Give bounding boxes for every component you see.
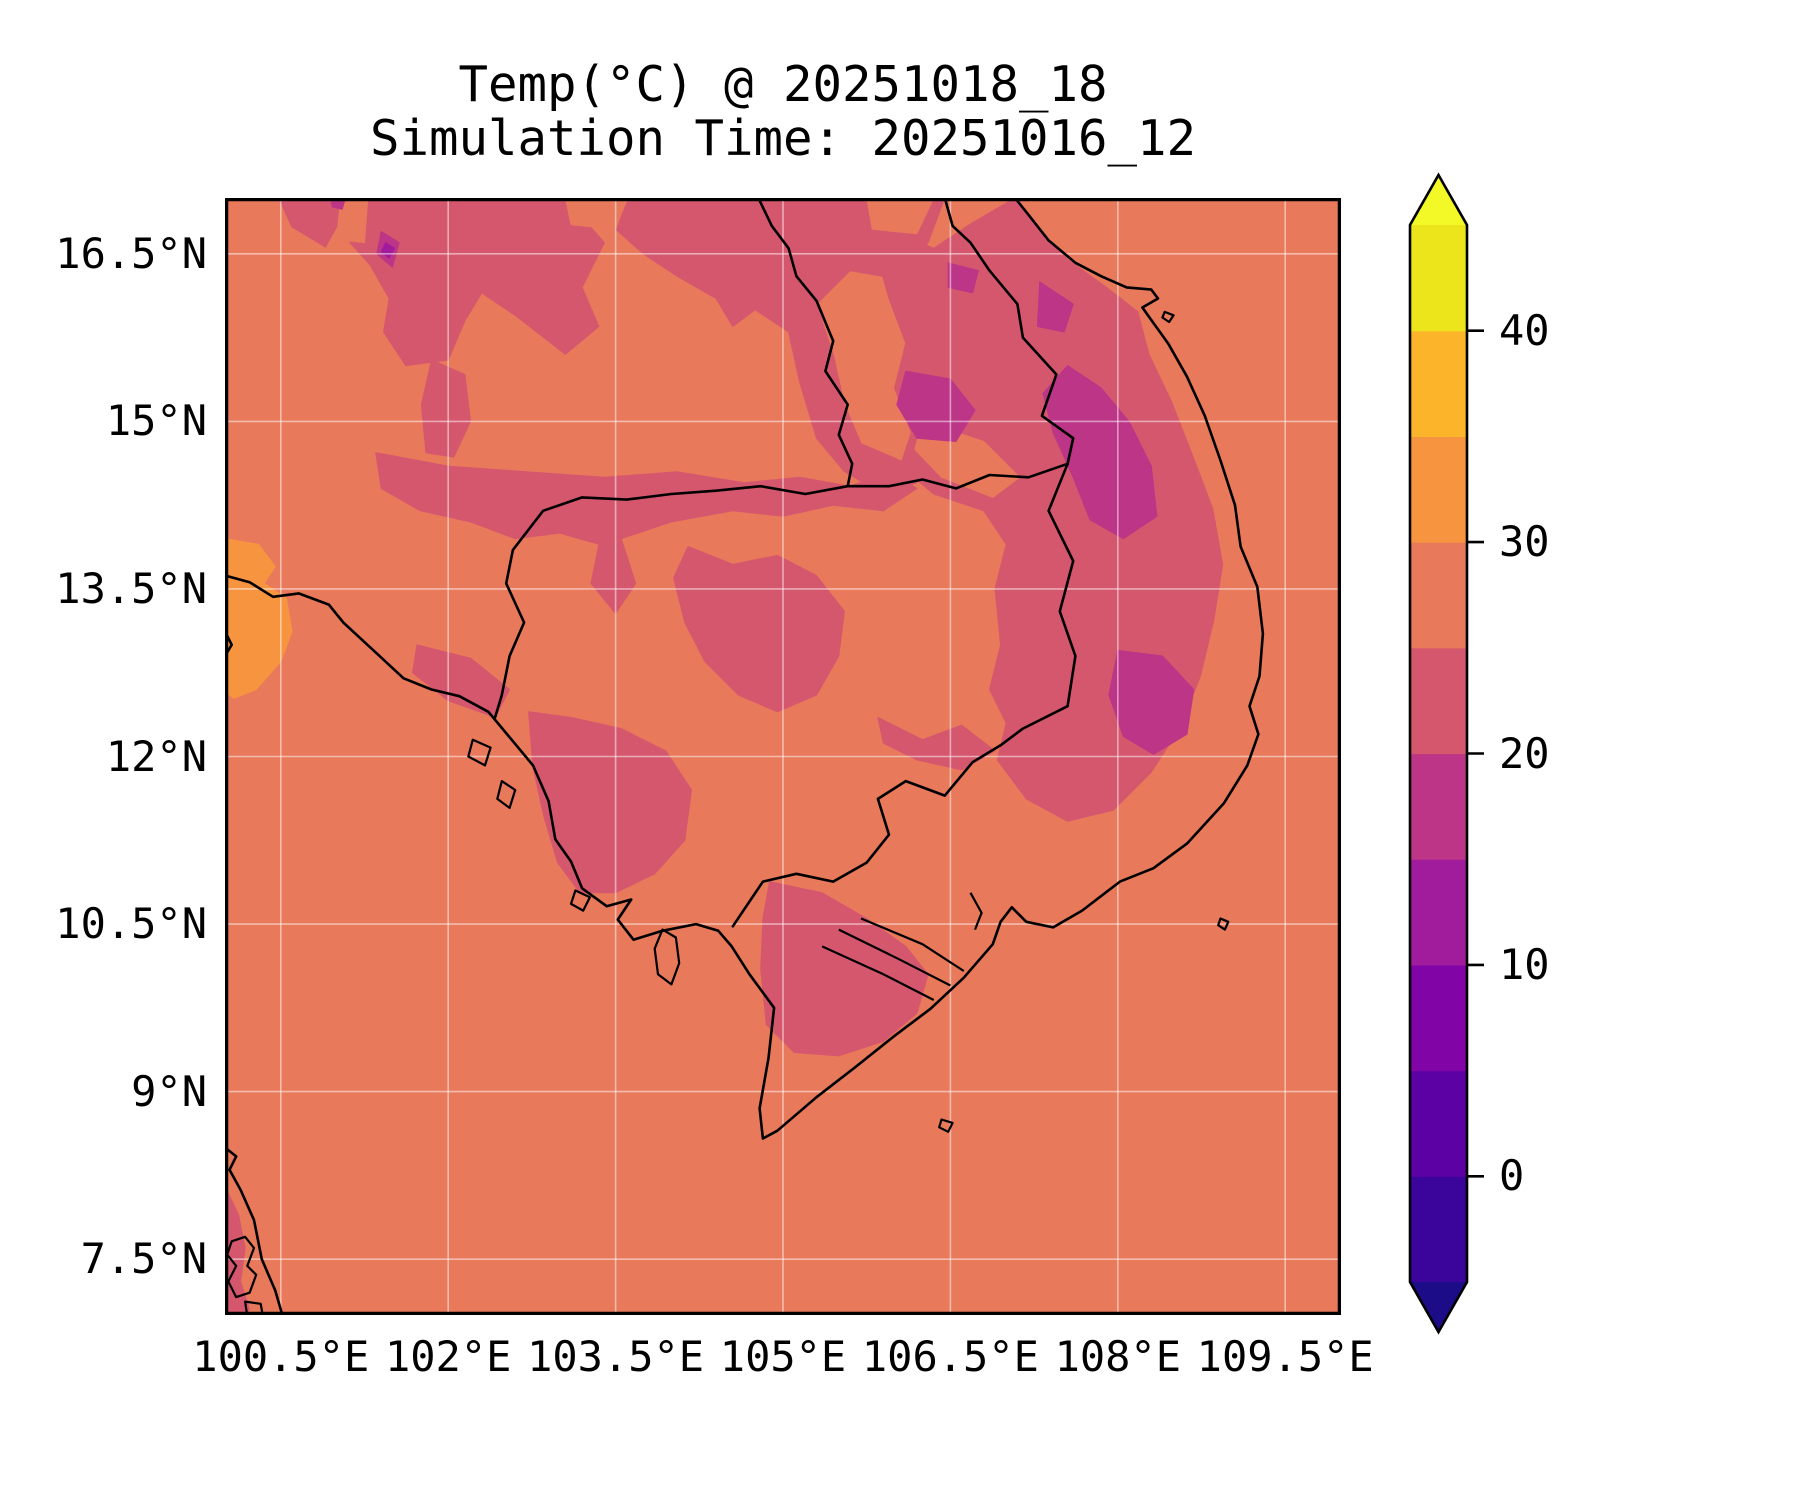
- border-thailand-cambodia: [493, 484, 850, 719]
- colorbar-band-40-45: [1410, 225, 1467, 332]
- y-tick-label: 7.5°N: [80, 1234, 207, 1284]
- border-thailand-laos-mekong: [757, 198, 854, 488]
- coastline-mainland-coast: [225, 198, 1265, 1140]
- island-songkhla-lagoon: [226, 1235, 258, 1299]
- y-tick-label: 12°N: [105, 731, 207, 781]
- colorbar-tick-label: 20: [1499, 728, 1550, 778]
- river-saigon-river: [969, 892, 983, 931]
- colorbar-band-20-25: [1410, 647, 1467, 755]
- colorbar-outline: [1408, 172, 1469, 1335]
- border-laos-cambodia: [846, 462, 1069, 490]
- colorbar-extend-under: [1410, 1282, 1467, 1332]
- temp-region-warm-gap-tongue: [339, 198, 369, 244]
- island-con-son: [938, 1118, 954, 1133]
- x-tick-label: 106.5°E: [861, 1332, 1039, 1381]
- y-tick-label: 16.5°N: [55, 228, 207, 278]
- border-vietnam-cambodia: [731, 462, 1077, 928]
- colorbar: [1408, 172, 1484, 1335]
- island-songkhla-south: [244, 1300, 264, 1315]
- x-tick-label: 100.5°E: [192, 1332, 370, 1381]
- colorbar-tick-label: 0: [1499, 1151, 1525, 1201]
- x-tick-label: 102°E: [384, 1332, 512, 1381]
- river-mekong-channel-3: [860, 917, 965, 972]
- island-ko-kut: [496, 779, 517, 810]
- y-tick-label: 9°N: [131, 1066, 207, 1116]
- x-tick-label: 108°E: [1054, 1332, 1182, 1381]
- plot-title: Temp(°C) @ 20251018_18: [458, 56, 1108, 113]
- border-laos-vietnam: [943, 198, 1075, 466]
- temp-region-dalat-cool-patch: [1108, 649, 1195, 755]
- island-ko-chang: [467, 738, 492, 767]
- map-frame: [225, 198, 1341, 1315]
- y-tick-label: 13.5°N: [55, 563, 207, 613]
- temp-region-khe-sanh-speck: [947, 262, 979, 294]
- coastline-malay-peninsula-coast: [225, 1146, 284, 1315]
- river-mekong-channel-2: [838, 928, 951, 987]
- temp-region-north-cambodia-patch: [673, 546, 845, 713]
- island-ko-rong: [569, 889, 591, 912]
- temp-region-hue-border-cool-patch: [1036, 281, 1074, 333]
- colorbar-band-10-15: [1410, 859, 1467, 966]
- x-tick-label: 109.5°E: [1196, 1332, 1374, 1381]
- temp-region-peninsula-sw-corner: [225, 1186, 251, 1315]
- temp-region-bangkok-hot-blob: [225, 538, 293, 699]
- x-tick-label: 105°E: [719, 1332, 847, 1381]
- colorbar-band-15-20: [1410, 753, 1467, 860]
- colorbar-band--5-0: [1410, 1176, 1467, 1283]
- temp-region-nw-thailand-top-lobe: [278, 198, 341, 248]
- temp-region-petchabun-tongue: [420, 359, 471, 458]
- map-canvas: [225, 198, 1341, 1315]
- colorbar-band-35-40: [1410, 330, 1467, 437]
- colorbar-band-5-10: [1410, 964, 1467, 1072]
- colorbar-band-25-30: [1410, 542, 1467, 649]
- temp-region-kontum-cool-patch: [1042, 365, 1158, 540]
- temp-region-north-thailand-laos-band: [349, 198, 605, 367]
- river-mekong-channel-1: [821, 945, 935, 1001]
- temp-region-warm-gap-top-east: [866, 198, 935, 235]
- colorbar-tick-label: 10: [1499, 939, 1550, 989]
- temp-region-warm-gap-top-central: [564, 198, 628, 230]
- colorbar-band-0-5: [1410, 1070, 1467, 1177]
- x-tick-label: 103.5°E: [527, 1332, 705, 1381]
- colorbar-tick-label: 40: [1499, 305, 1550, 355]
- colorbar-band-30-35: [1410, 436, 1467, 543]
- y-tick-label: 10.5°N: [55, 899, 207, 949]
- y-tick-label: 15°N: [105, 396, 207, 446]
- island-phu-quoc: [653, 928, 681, 986]
- temp-region-mekong-delta-patch: [760, 881, 929, 1057]
- colorbar-tick-label: 30: [1499, 517, 1550, 567]
- colorbar-extend-over: [1410, 175, 1467, 225]
- plot-subtitle: Simulation Time: 20251016_12: [369, 110, 1197, 167]
- island-phu-quy: [1217, 917, 1230, 931]
- island-cham-island: [1161, 310, 1175, 324]
